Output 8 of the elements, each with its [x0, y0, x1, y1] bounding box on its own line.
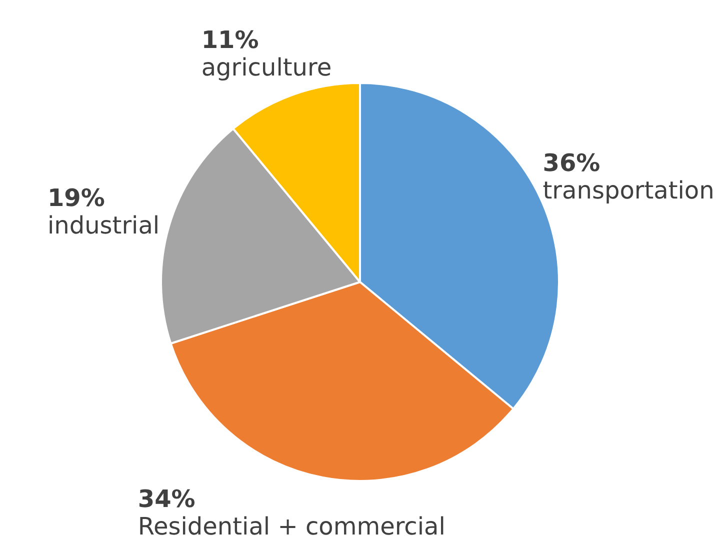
slice-label: agriculture	[201, 54, 332, 82]
data-label: 19%	[47, 184, 105, 212]
slice-label: Residential + commercial	[138, 512, 446, 541]
data-label: 11%	[201, 26, 259, 54]
data-label: 34%	[138, 485, 196, 514]
slice-label: transportation	[542, 176, 714, 205]
slice-label: industrial	[47, 212, 160, 240]
data-label: 36%	[542, 149, 600, 178]
